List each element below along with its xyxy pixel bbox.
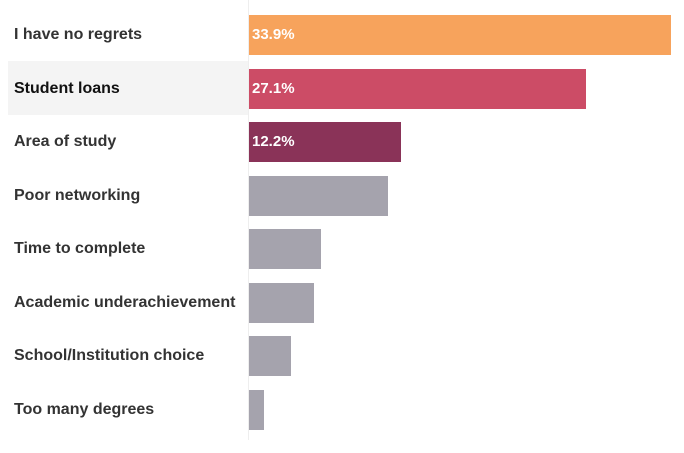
category-label: I have no regrets <box>14 26 143 43</box>
bar[interactable] <box>249 229 322 269</box>
bar[interactable] <box>249 122 401 162</box>
data-label: 33.9% <box>252 26 295 43</box>
bar[interactable] <box>249 282 314 323</box>
bar[interactable] <box>249 389 264 430</box>
category-label: Area of study <box>14 133 117 150</box>
category-label: School/Institution choice <box>14 347 205 364</box>
category-label: Academic underachievement <box>14 293 236 311</box>
bar[interactable] <box>249 175 389 216</box>
category-label: Time to complete <box>14 240 146 257</box>
category-label: Poor networking <box>14 186 141 204</box>
category-label: Too many degrees <box>14 400 155 418</box>
bar[interactable] <box>249 336 292 376</box>
row-highlight <box>8 60 248 115</box>
category-label: Student loans <box>14 79 120 97</box>
data-label: 12.2% <box>252 133 295 150</box>
data-label: 27.1% <box>252 79 295 97</box>
bar[interactable] <box>249 68 587 109</box>
bar[interactable] <box>249 15 671 55</box>
axis-line <box>248 0 249 440</box>
